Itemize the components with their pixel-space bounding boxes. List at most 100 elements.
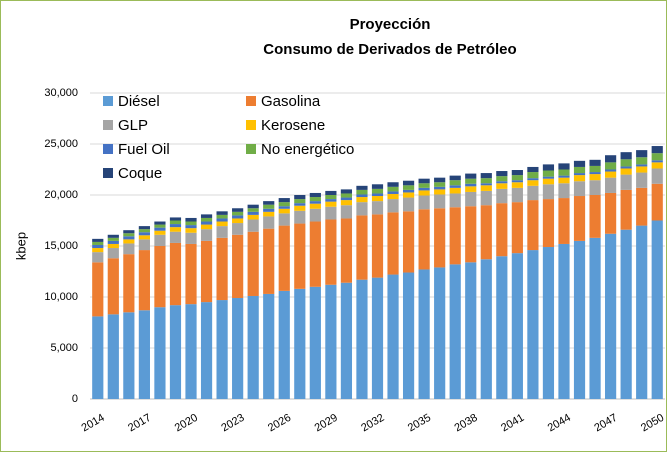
bar-segment	[325, 201, 337, 207]
bar-segment	[232, 215, 244, 219]
bar-segment	[247, 231, 259, 296]
bar-segment	[636, 157, 648, 165]
bar-segment	[418, 187, 430, 191]
y-tick-label: 30,000	[44, 87, 78, 99]
bar-segment	[402, 180, 415, 186]
bar-segment	[92, 244, 104, 249]
legend: Diésel Gasolina GLP Kerosene Fuel Oil No ener…	[103, 93, 354, 182]
bar-segment	[232, 223, 244, 235]
bar-segment	[465, 206, 477, 263]
y-tick-label: 15,000	[44, 240, 78, 252]
bar-segment	[169, 231, 182, 243]
bar-segment	[154, 307, 166, 399]
bar-segment	[278, 198, 290, 203]
bar-segment	[371, 188, 384, 194]
bar-segment	[154, 246, 166, 308]
bar-segment	[527, 250, 539, 399]
bar-segment	[511, 170, 523, 176]
bar-segment	[542, 184, 555, 200]
bar-segment	[573, 166, 586, 174]
bar-segment	[636, 172, 648, 188]
bar-segment	[636, 150, 648, 158]
bar-segment	[138, 226, 150, 230]
bar-segment	[263, 228, 275, 294]
bar-segment	[542, 170, 555, 177]
bar-segment	[200, 221, 213, 225]
bar-segment	[387, 193, 399, 200]
bar-segment	[465, 191, 477, 207]
bar-segment	[511, 187, 523, 203]
bar-segment	[232, 208, 244, 212]
legend-label: Coque	[118, 165, 162, 182]
bar-segment	[558, 175, 570, 178]
bar-segment	[247, 208, 259, 212]
bar-segment	[294, 205, 306, 211]
bar-segment	[294, 210, 306, 224]
bar-segment	[185, 228, 197, 233]
bar-segment	[309, 203, 321, 209]
bar-segment	[92, 248, 104, 253]
bar-segment	[278, 206, 290, 209]
bar-segment	[200, 229, 213, 241]
bar-segment	[651, 153, 663, 161]
bar-segment	[247, 204, 259, 209]
bar-segment	[573, 181, 586, 197]
y-tick-label: 0	[72, 393, 78, 405]
bar-segment	[387, 212, 399, 275]
bar-segment	[434, 189, 446, 195]
bar-segment	[185, 225, 197, 229]
y-tick-label: 5,000	[50, 342, 78, 354]
legend-label: Diésel	[118, 93, 160, 110]
bar-segment	[465, 183, 477, 187]
bar-segment	[465, 178, 477, 184]
bar-segment	[294, 199, 306, 204]
bar-segment	[620, 168, 632, 175]
bar-segment	[200, 302, 213, 399]
bar-segment	[356, 194, 368, 198]
bar-segment	[371, 201, 384, 215]
bar-segment	[232, 218, 244, 224]
bar-segment	[154, 221, 166, 225]
bar-segment	[371, 193, 384, 197]
bar-segment	[216, 237, 228, 301]
bar-segment	[651, 146, 663, 154]
bar-segment	[402, 189, 415, 193]
bar-segment	[325, 195, 337, 200]
bar-segment	[605, 162, 617, 170]
bar-segment	[154, 234, 166, 246]
bar-segment	[185, 243, 197, 305]
bar-segment	[496, 203, 508, 257]
bar-segment	[402, 197, 415, 212]
bar-segment	[92, 238, 104, 242]
bar-segment	[449, 193, 461, 208]
bar-segment	[605, 155, 617, 163]
bar-segment	[340, 197, 353, 201]
bar-segment	[511, 175, 523, 181]
bar-segment	[434, 177, 446, 183]
bar-segment	[449, 180, 461, 186]
bar-segment	[92, 252, 104, 263]
legend-label: GLP	[118, 117, 148, 134]
bar-segment	[651, 220, 663, 399]
bar-segment	[558, 243, 570, 399]
bar-segment	[651, 162, 663, 169]
bar-segment	[200, 240, 213, 303]
bar-segment	[480, 185, 492, 191]
bar-segment	[589, 165, 601, 173]
bar-segment	[527, 185, 539, 201]
bar-segment	[558, 169, 570, 176]
bar-segment	[418, 190, 430, 196]
bar-segment	[589, 237, 601, 399]
bar-segment	[247, 214, 259, 220]
bar-segment	[371, 184, 384, 189]
bar-segment	[636, 164, 648, 167]
bar-segment	[263, 208, 275, 212]
bar-segment	[387, 182, 399, 187]
bar-segment	[123, 230, 135, 234]
bar-segment	[449, 207, 461, 265]
bar-segment	[107, 314, 119, 399]
bar-segment	[92, 316, 104, 399]
bar-segment	[480, 173, 492, 179]
bar-segment	[605, 233, 617, 399]
bar-segment	[340, 189, 353, 194]
